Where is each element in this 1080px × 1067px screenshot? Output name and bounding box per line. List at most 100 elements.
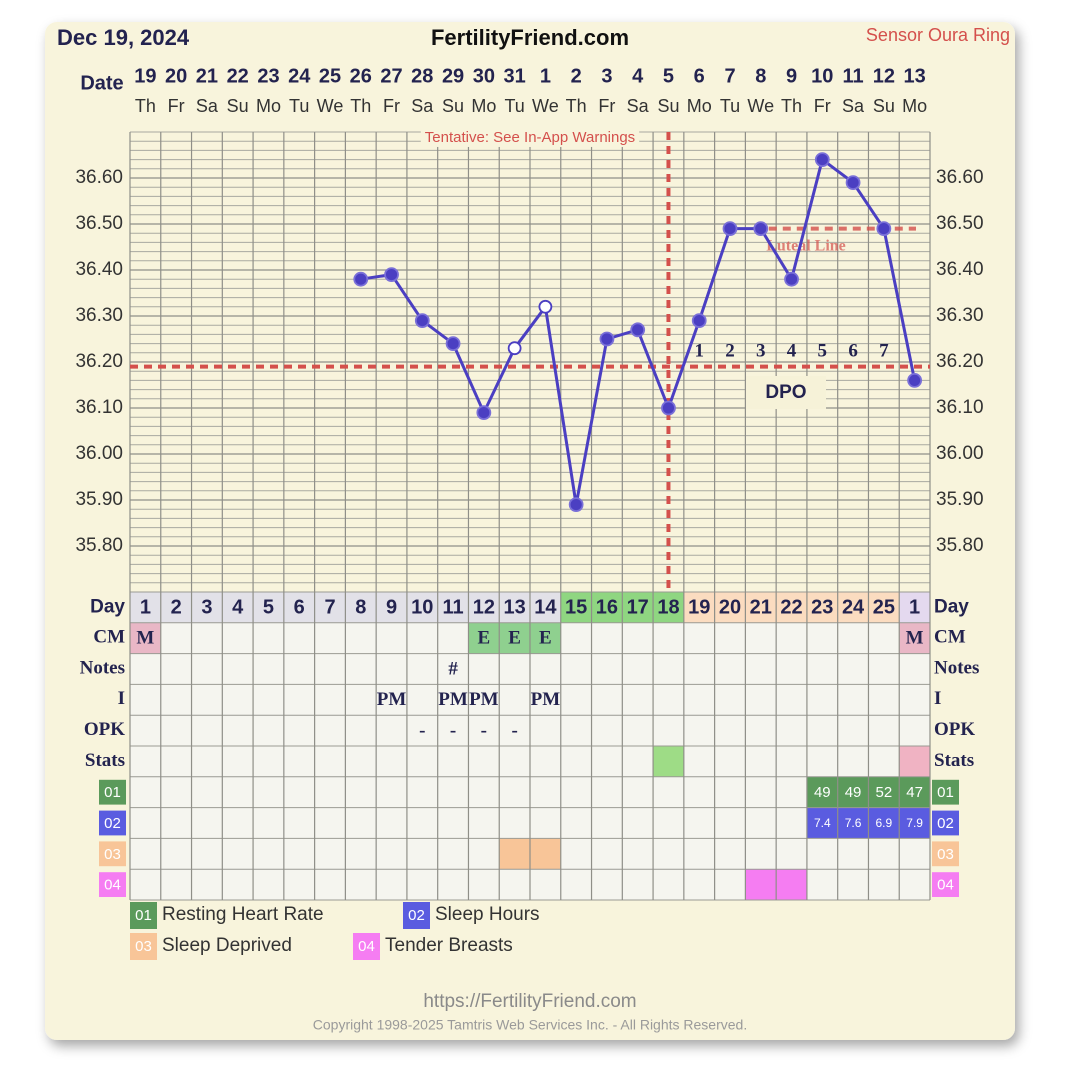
metric-cell bbox=[899, 807, 930, 839]
day-cell bbox=[837, 592, 869, 623]
row-label: Day bbox=[934, 596, 969, 617]
cycle-day: 18 bbox=[657, 597, 679, 619]
day-cell bbox=[806, 592, 838, 623]
legend-badge bbox=[130, 933, 157, 960]
day-cell bbox=[160, 592, 192, 623]
temperature-point bbox=[722, 221, 738, 237]
date-label: Date bbox=[80, 72, 123, 94]
cell-text: E bbox=[478, 628, 491, 649]
day-cell bbox=[314, 592, 346, 623]
metric-badge bbox=[99, 841, 126, 867]
temperature-point bbox=[876, 221, 892, 237]
row-label: I bbox=[934, 688, 941, 709]
date-label: 12 bbox=[873, 65, 895, 87]
temperature-point bbox=[353, 271, 369, 287]
weekday-label: Th bbox=[350, 96, 371, 116]
cycle-day: 19 bbox=[688, 597, 710, 619]
weekday-label: Su bbox=[657, 96, 679, 116]
row-label: Notes bbox=[80, 657, 125, 678]
cell-text: PM bbox=[531, 689, 561, 710]
cycle-day: 7 bbox=[324, 597, 335, 619]
cell-text: E bbox=[508, 628, 521, 649]
cell-highlight bbox=[499, 622, 530, 654]
temperature-point bbox=[384, 267, 399, 283]
cycle-day: 23 bbox=[811, 597, 833, 619]
cycle-day: 11 bbox=[442, 597, 463, 619]
legend-code: 04 bbox=[358, 938, 375, 955]
day-cell bbox=[899, 592, 930, 623]
cycle-day: 4 bbox=[232, 597, 244, 619]
day-cell bbox=[191, 592, 223, 623]
y-tick-label: 36.00 bbox=[75, 443, 123, 464]
dpo-number: 3 bbox=[756, 340, 766, 361]
cycle-day: 12 bbox=[473, 597, 495, 619]
metric-cell bbox=[745, 869, 777, 900]
metric-code: 01 bbox=[104, 784, 121, 801]
row-label: Notes bbox=[934, 657, 979, 678]
temperature-point bbox=[476, 405, 492, 421]
date-label: 6 bbox=[694, 65, 705, 87]
legend-badge bbox=[353, 933, 380, 960]
cycle-day: 14 bbox=[534, 597, 557, 619]
metric-badge bbox=[932, 872, 959, 897]
row-label: OPK bbox=[934, 719, 975, 740]
y-tick-label: 36.50 bbox=[75, 213, 123, 234]
cycle-day: 22 bbox=[780, 597, 802, 619]
temperature-point bbox=[845, 175, 861, 191]
date-label: 7 bbox=[724, 65, 735, 87]
weekday-label: Mo bbox=[687, 96, 712, 116]
y2-tick-label: 36.30 bbox=[936, 305, 984, 326]
cell-highlight bbox=[468, 622, 500, 654]
cycle-day: 20 bbox=[719, 597, 741, 619]
metric-value: 49 bbox=[814, 784, 831, 801]
cell-text: - bbox=[419, 720, 425, 741]
day-cell bbox=[530, 592, 561, 623]
cycle-day: 15 bbox=[565, 597, 587, 619]
cell-text: # bbox=[448, 658, 458, 679]
y-tick-label: 35.90 bbox=[75, 489, 123, 510]
cycle-day: 5 bbox=[263, 597, 274, 619]
weekday-label: Mo bbox=[902, 96, 927, 116]
y-tick-label: 36.20 bbox=[75, 351, 123, 372]
metric-cell bbox=[806, 807, 838, 839]
cell-text: PM bbox=[438, 689, 468, 710]
metric-value: 52 bbox=[876, 784, 893, 801]
metric-code: 03 bbox=[937, 846, 954, 863]
date-label: 20 bbox=[165, 65, 187, 87]
weekday-label: Sa bbox=[196, 96, 219, 116]
y2-tick-label: 36.20 bbox=[936, 351, 984, 372]
copyright: Copyright 1998-2025 Tamtris Web Services… bbox=[313, 1017, 747, 1033]
weekday-label: Sa bbox=[842, 96, 865, 116]
day-cell bbox=[745, 592, 777, 623]
legend-code: 02 bbox=[408, 907, 425, 924]
weekday-label: Tu bbox=[504, 96, 524, 116]
cell-text: M bbox=[906, 628, 924, 649]
date-label: 1 bbox=[540, 65, 551, 87]
date-label: 22 bbox=[227, 65, 249, 87]
legend-code: 01 bbox=[135, 907, 152, 924]
weekday-label: Fr bbox=[598, 96, 615, 116]
metric-cell bbox=[499, 838, 530, 870]
temperature-point bbox=[661, 400, 676, 416]
temperature-point bbox=[568, 497, 584, 513]
day-cell bbox=[283, 592, 315, 623]
cell-text: - bbox=[481, 720, 487, 741]
cell-text: PM bbox=[469, 689, 499, 710]
weekday-label: Sa bbox=[411, 96, 434, 116]
weekday-label: Tu bbox=[720, 96, 740, 116]
date-label: 3 bbox=[601, 65, 612, 87]
cycle-day: 1 bbox=[909, 597, 920, 619]
row-label: Stats bbox=[934, 750, 974, 771]
y-tick-label: 36.30 bbox=[75, 305, 123, 326]
date-label: 11 bbox=[842, 65, 863, 87]
cell-highlight bbox=[899, 622, 930, 654]
legend-name: Tender Breasts bbox=[385, 935, 513, 956]
annotation-bg bbox=[420, 127, 640, 147]
date-label: 4 bbox=[632, 65, 644, 87]
cycle-day: 17 bbox=[627, 597, 649, 619]
cycle-day: 2 bbox=[171, 597, 182, 619]
metric-cell bbox=[837, 776, 869, 808]
row-label: CM bbox=[934, 627, 966, 648]
weekday-label: We bbox=[747, 96, 774, 116]
legend-code: 03 bbox=[135, 938, 152, 955]
